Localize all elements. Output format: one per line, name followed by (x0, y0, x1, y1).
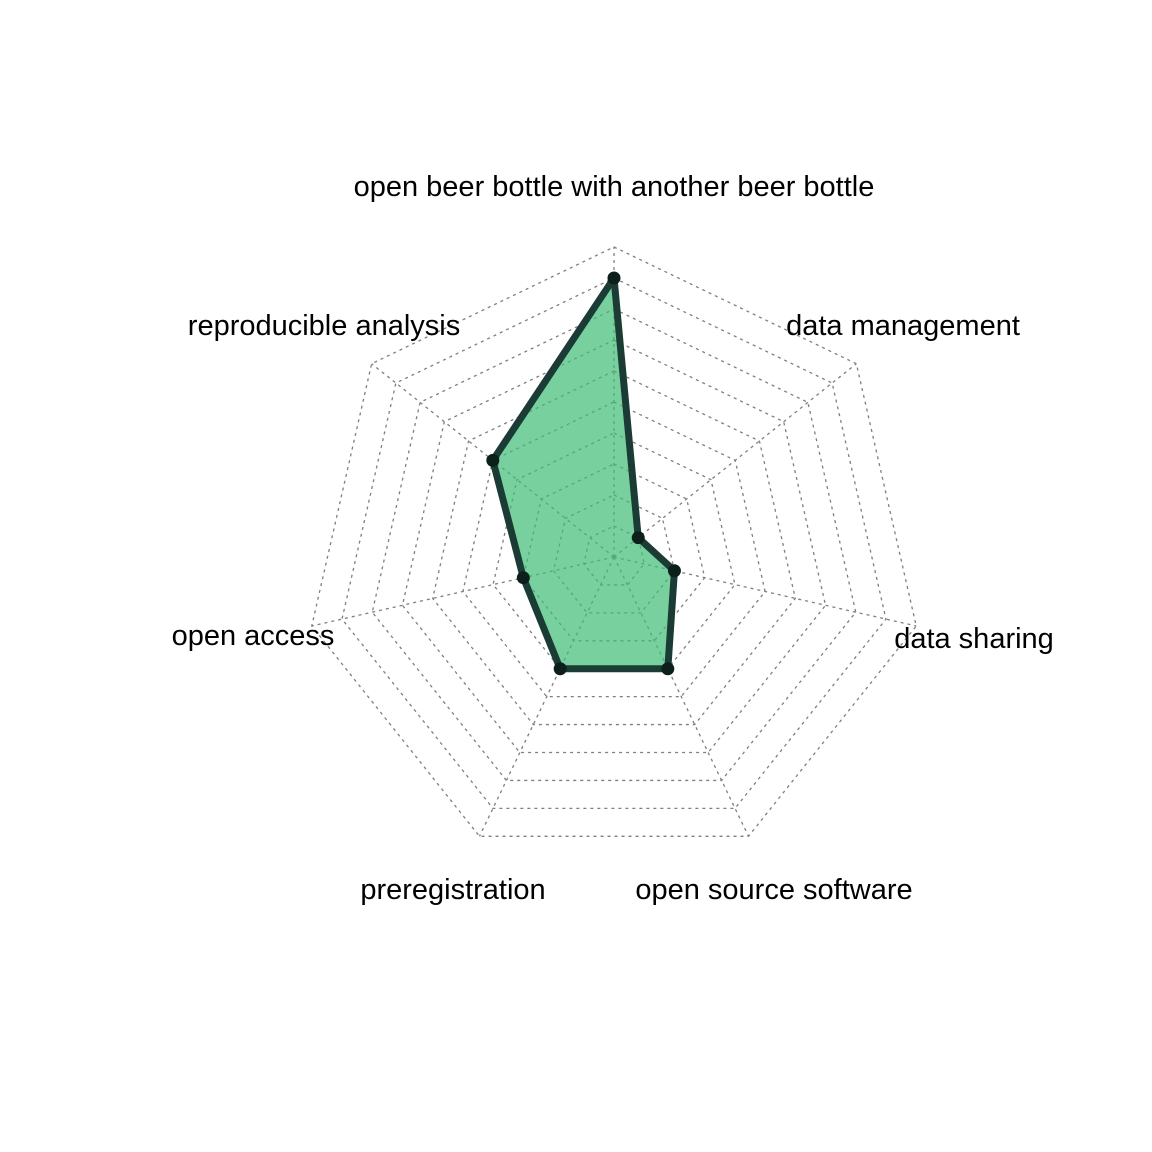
data-point (667, 564, 681, 578)
grid-ring (341, 277, 887, 810)
axis-label: open access (172, 620, 335, 652)
axis-label: open beer bottle with another beer bottl… (354, 171, 875, 203)
axis-label: preregistration (360, 874, 545, 906)
axis-label: data sharing (894, 623, 1054, 655)
axis-label: data management (786, 310, 1020, 342)
axis-label: reproducible analysis (188, 310, 460, 342)
data-point (486, 453, 500, 467)
axis-labels: open beer bottle with another beer bottl… (172, 171, 1054, 906)
grid-ring (371, 308, 857, 782)
data-point (516, 571, 530, 585)
radar-series (486, 271, 681, 676)
grid-ring (311, 246, 917, 837)
data-point (553, 662, 567, 676)
data-point (661, 662, 675, 676)
grid-spoke (613, 363, 857, 558)
grid-ring (462, 401, 766, 698)
grid-ring (401, 339, 827, 754)
data-point (607, 271, 621, 285)
data-point (631, 531, 645, 545)
series-area (489, 274, 678, 673)
axis-label: open source software (635, 874, 912, 906)
